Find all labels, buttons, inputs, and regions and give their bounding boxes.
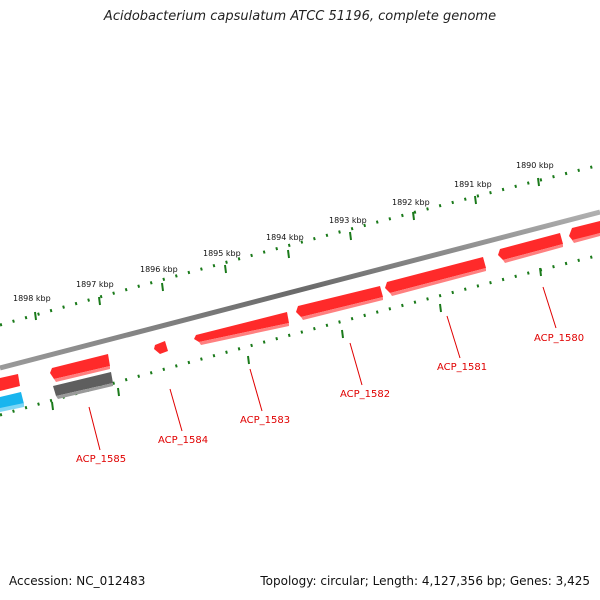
gene-feature — [296, 286, 383, 317]
major-tick — [474, 195, 477, 205]
gene-label: ACP_1585 — [76, 454, 126, 465]
accession-label: Accession: NC_012483 — [9, 574, 146, 588]
gray-feature — [56, 383, 113, 399]
tick-label: 1895 kbp — [203, 249, 241, 258]
gene-feature — [50, 354, 110, 379]
gene-labels: ACP_1580 ACP_1581 ACP_1582 ACP_1583 ACP_… — [76, 333, 584, 465]
gene-feature — [498, 233, 563, 260]
inner-scale-arc — [0, 253, 600, 417]
rna-feature — [0, 403, 24, 412]
tick-label: 1890 kbp — [516, 161, 554, 170]
gene-feature — [194, 312, 289, 342]
gene-feature — [301, 297, 383, 320]
major-tick — [247, 355, 250, 365]
outer-major-ticks — [34, 177, 540, 321]
gene-feature — [385, 257, 486, 293]
major-tick — [539, 267, 542, 277]
major-tick — [439, 303, 442, 313]
gene-feature — [0, 374, 20, 391]
leader-line — [169, 388, 183, 432]
genome-backbone — [0, 209, 600, 371]
leader-line — [446, 315, 461, 359]
tick-label: 1894 kbp — [266, 233, 304, 242]
major-tick — [34, 311, 37, 321]
gray-feature — [53, 372, 113, 396]
major-tick — [349, 231, 352, 241]
major-tick — [287, 249, 290, 259]
gene-feature — [390, 268, 486, 296]
gene-feature — [199, 323, 289, 345]
leader-line — [542, 286, 557, 329]
major-tick — [224, 264, 227, 274]
tick-label: 1898 kbp — [13, 294, 51, 303]
genome-summary: Topology: circular; Length: 4,127,356 bp… — [260, 574, 590, 588]
outer-scale-arc — [0, 163, 600, 327]
gene-feature — [54, 366, 110, 382]
tick-label: 1893 kbp — [329, 216, 367, 225]
tick-label: 1896 kbp — [140, 265, 178, 274]
tick-label: 1891 kbp — [454, 180, 492, 189]
leader-line — [249, 368, 263, 412]
major-tick — [412, 211, 415, 221]
inner-major-ticks — [51, 267, 542, 411]
gene-feature — [569, 221, 600, 241]
gene-label: ACP_1583 — [240, 415, 290, 426]
leader-line — [88, 406, 101, 451]
gene-feature — [154, 341, 168, 354]
gene-feature — [503, 244, 563, 263]
major-tick — [51, 401, 54, 411]
major-tick — [117, 387, 120, 397]
gene-label: ACP_1580 — [534, 333, 584, 344]
tick-label: 1897 kbp — [76, 280, 114, 289]
gene-label: ACP_1581 — [437, 362, 487, 373]
gene-label: ACP_1582 — [340, 389, 390, 400]
major-tick — [341, 329, 344, 339]
leader-line — [349, 342, 363, 386]
forward-genes — [0, 221, 600, 391]
map-title: Acidobacterium capsulatum ATCC 51196, co… — [103, 9, 497, 24]
gene-label: ACP_1584 — [158, 435, 208, 446]
major-tick — [537, 177, 540, 187]
tick-label: 1892 kbp — [392, 198, 430, 207]
scale-tick-labels: 1890 kbp 1891 kbp 1892 kbp 1893 kbp 1894… — [13, 161, 554, 303]
major-tick — [98, 296, 101, 306]
major-tick — [161, 282, 164, 292]
gene-leader-lines — [88, 286, 557, 451]
gene-feature — [572, 233, 600, 243]
